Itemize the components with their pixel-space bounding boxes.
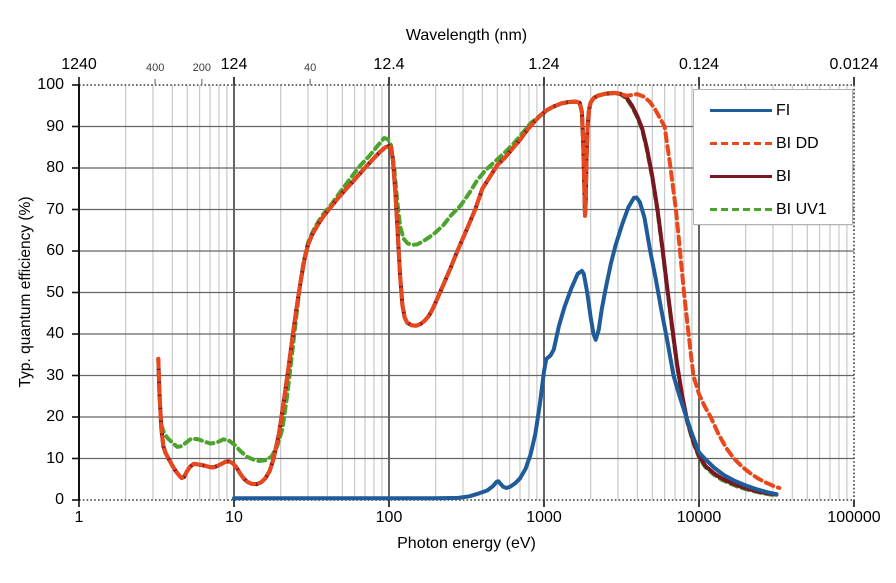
- legend-solid-line-swatch: [710, 174, 772, 179]
- top-tick-label: 124: [220, 56, 248, 73]
- top-tick-label: 12.4: [373, 56, 405, 73]
- legend-dashed-line-swatch: [710, 141, 772, 146]
- top-tick-label-minor: 200: [192, 62, 211, 74]
- y-tick-label: 0: [55, 491, 64, 508]
- y-tick-label: 80: [46, 159, 64, 176]
- x-axis-title: Photon energy (eV): [397, 535, 536, 552]
- legend-item-bi-dd: BI DD: [694, 127, 852, 160]
- y-tick-label: 10: [46, 449, 64, 467]
- y-tick-label: 40: [46, 325, 64, 342]
- series-group: [156, 90, 782, 501]
- legend-item-fi: FI: [694, 94, 852, 127]
- y-tick-label: 20: [46, 408, 64, 425]
- top-tick-label: 1240: [61, 56, 97, 73]
- series-line-fi: [232, 195, 779, 501]
- y-tick-label: 50: [46, 283, 64, 301]
- x-tick-label: 100: [375, 509, 403, 526]
- x-tick-label: 10: [225, 509, 243, 526]
- y-tick-label: 60: [46, 242, 64, 259]
- y-tick-label: 90: [46, 117, 64, 135]
- legend-solid-line-swatch: [710, 108, 772, 113]
- legend-label: FI: [776, 101, 791, 119]
- x-tick-label: 100000: [827, 509, 881, 526]
- top-axis-title: Wavelength (nm): [405, 27, 528, 44]
- y-tick-label: 30: [46, 366, 64, 384]
- legend-item-bi: BI: [694, 160, 852, 193]
- legend-label: BI DD: [776, 134, 819, 152]
- x-tick-label: 1000: [526, 509, 562, 526]
- x-tick-label: 1: [74, 509, 84, 526]
- legend-label: BI: [776, 167, 792, 185]
- top-tick-label-minor: 400: [145, 62, 165, 74]
- legend-label: BI UV1: [776, 200, 827, 218]
- legend-dashed-line-swatch: [710, 207, 772, 212]
- x-tick-label: 10000: [676, 509, 722, 526]
- series-line-bi-dd: [156, 90, 782, 490]
- y-tick-label: 100: [37, 76, 64, 93]
- top-tick-label: 0.0124: [829, 56, 879, 73]
- legend-item-bi-uv1: BI UV1: [694, 193, 852, 226]
- top-tick-label: 1.24: [528, 56, 560, 73]
- top-tick-label: 0.124: [678, 56, 720, 73]
- y-tick-label: 70: [46, 200, 64, 218]
- legend: FI BI DD BI BI UV1: [693, 89, 853, 225]
- top-tick-label-minor: 40: [304, 62, 317, 74]
